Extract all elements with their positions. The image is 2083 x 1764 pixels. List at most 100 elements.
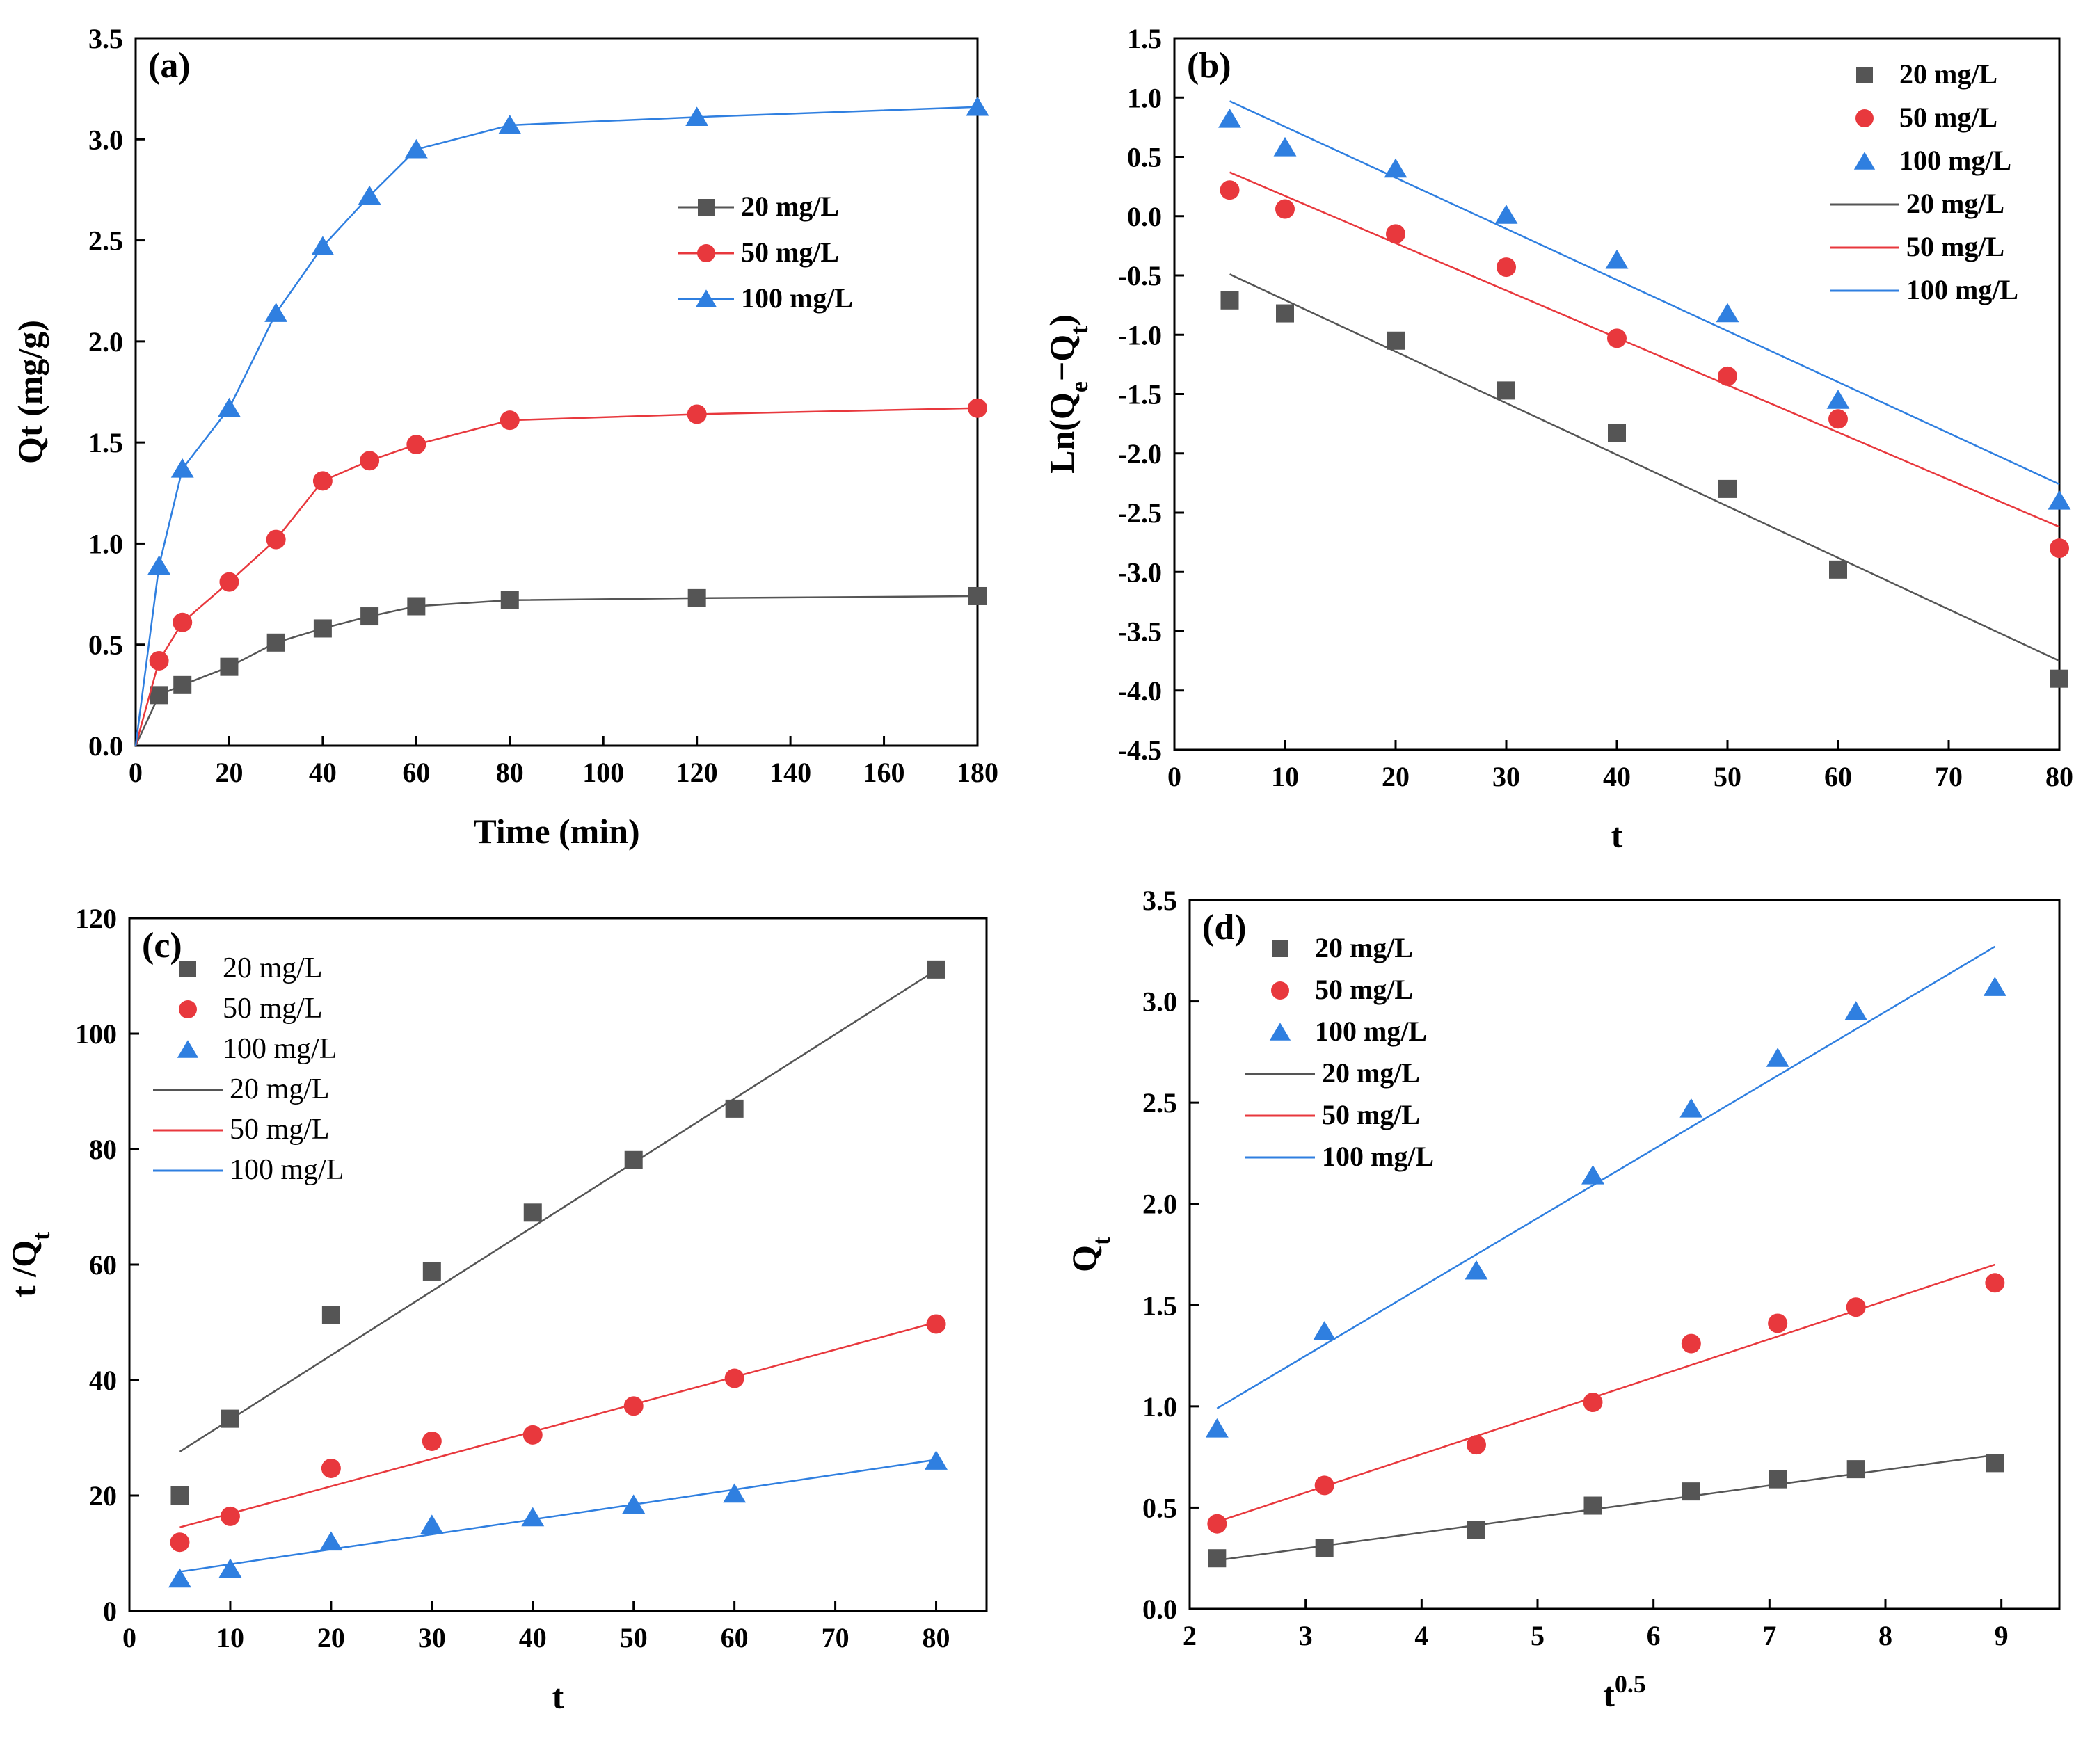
fit-line	[1216, 945, 1995, 1409]
data-point	[1846, 1297, 1866, 1317]
data-point	[926, 1314, 946, 1334]
data-point	[170, 1532, 190, 1553]
data-point	[1768, 1313, 1788, 1333]
legend-label: 20 mg/L	[223, 952, 323, 984]
data-point	[687, 588, 706, 607]
data-point	[1205, 1418, 1229, 1438]
data-point	[1218, 108, 1241, 128]
x-tick-label: 10	[216, 1622, 244, 1653]
data-point	[1207, 1514, 1227, 1534]
data-point	[1681, 1333, 1701, 1354]
y-tick-label: -2.0	[1118, 438, 1162, 470]
y-tick-label: 0	[103, 1596, 117, 1627]
legend-marker	[1272, 940, 1288, 957]
x-tick-label: 6	[1647, 1620, 1661, 1651]
y-tick-label: 1.0	[88, 528, 123, 559]
legend-label: 50 mg/L	[1899, 102, 1997, 133]
data-point	[150, 686, 168, 705]
x-tick-label: 120	[676, 757, 718, 788]
x-tick-label: 50	[1714, 761, 1741, 792]
data-point	[1769, 1470, 1787, 1489]
x-tick-label: 80	[923, 1622, 950, 1653]
y-tick-label: 2.5	[1142, 1087, 1177, 1118]
panel-label: (d)	[1202, 908, 1247, 947]
data-point	[312, 471, 333, 491]
x-tick-label: 30	[418, 1622, 446, 1653]
data-point	[685, 106, 709, 127]
data-point	[687, 404, 707, 424]
data-point	[925, 1450, 948, 1470]
data-point	[1314, 1475, 1334, 1496]
data-point	[624, 1150, 643, 1169]
x-tick-label: 30	[1492, 761, 1520, 792]
y-axis-label: Qt (mg/g)	[10, 320, 49, 464]
data-point	[1581, 1165, 1604, 1185]
legend-marker	[1271, 981, 1289, 1000]
x-tick-label: 10	[1271, 761, 1299, 792]
fit-line	[1229, 171, 2060, 528]
fit-line	[1229, 100, 2060, 486]
data-point	[500, 410, 520, 431]
y-tick-label: -1.0	[1118, 319, 1162, 351]
legend-label: 20 mg/L	[1322, 1057, 1420, 1089]
legend-marker	[698, 199, 715, 216]
data-point	[1220, 180, 1240, 200]
legend-marker	[1853, 152, 1876, 170]
plot-frame	[1188, 899, 2061, 1610]
x-axis-label: t0.5	[1603, 1670, 1646, 1714]
data-point	[1220, 291, 1239, 310]
legend-label: 100 mg/L	[741, 282, 853, 314]
legend-label: 100 mg/L	[1315, 1016, 1427, 1047]
y-tick-label: 0.5	[88, 630, 123, 661]
plot-frame	[134, 37, 979, 747]
data-point	[622, 1494, 646, 1514]
y-tick-label: 0.0	[1142, 1594, 1177, 1625]
legend-marker	[179, 961, 196, 977]
data-point	[498, 114, 522, 134]
y-tick-label: 1.5	[1127, 23, 1162, 54]
legend-label: 20 mg/L	[1899, 58, 1997, 90]
y-tick-label: 2.5	[88, 225, 123, 257]
legend-label: 100 mg/L	[230, 1154, 344, 1186]
y-tick-label: 100	[75, 1018, 117, 1050]
y-tick-label: 20	[89, 1480, 117, 1512]
x-tick-label: 20	[215, 757, 243, 788]
data-point	[1494, 205, 1518, 224]
x-tick-label: 100	[582, 757, 624, 788]
x-tick-label: 80	[2045, 761, 2073, 792]
data-point	[522, 1425, 543, 1445]
data-point	[1985, 1273, 2005, 1293]
x-axis-label: t	[552, 1677, 564, 1716]
data-point	[1829, 560, 1847, 579]
data-point	[147, 555, 171, 575]
panel-label: (b)	[1187, 46, 1231, 86]
chart-panel-c: 0 10 20 30 40 50 60 70 80 0 20 40 60 80 100 120 t t /Qt (c…	[4, 903, 988, 1716]
data-point	[1497, 257, 1516, 278]
legend: 20 mg/L 50 mg/L 100 mg/L 20 mg/L 50 mg/L 100 …	[1830, 58, 2018, 305]
data-point	[170, 458, 194, 478]
data-point	[500, 591, 519, 609]
y-tick-label: 0.0	[1127, 201, 1162, 232]
y-tick-label: 3.5	[1142, 885, 1177, 916]
data-point	[1384, 158, 1407, 178]
data-point	[404, 138, 428, 159]
data-point	[1313, 1321, 1336, 1340]
x-tick-label: 180	[957, 757, 998, 788]
x-tick-label: 40	[1603, 761, 1631, 792]
data-point	[1826, 390, 1850, 409]
y-tick-label: 1.5	[88, 427, 123, 458]
y-tick-label: -2.5	[1118, 497, 1162, 529]
fit-line	[1229, 273, 2060, 662]
data-point	[968, 586, 987, 605]
data-point	[1718, 479, 1737, 498]
data-point	[266, 633, 285, 652]
panel-label: (c)	[142, 926, 182, 965]
data-point	[1679, 1098, 1703, 1118]
data-point	[219, 572, 239, 592]
data-point	[313, 619, 332, 638]
y-tick-label: 60	[89, 1249, 117, 1281]
y-tick-label: 0.5	[1142, 1492, 1177, 1523]
y-axis-label: Ln(Qe−Qt)	[1042, 314, 1093, 474]
data-point	[420, 1514, 444, 1534]
